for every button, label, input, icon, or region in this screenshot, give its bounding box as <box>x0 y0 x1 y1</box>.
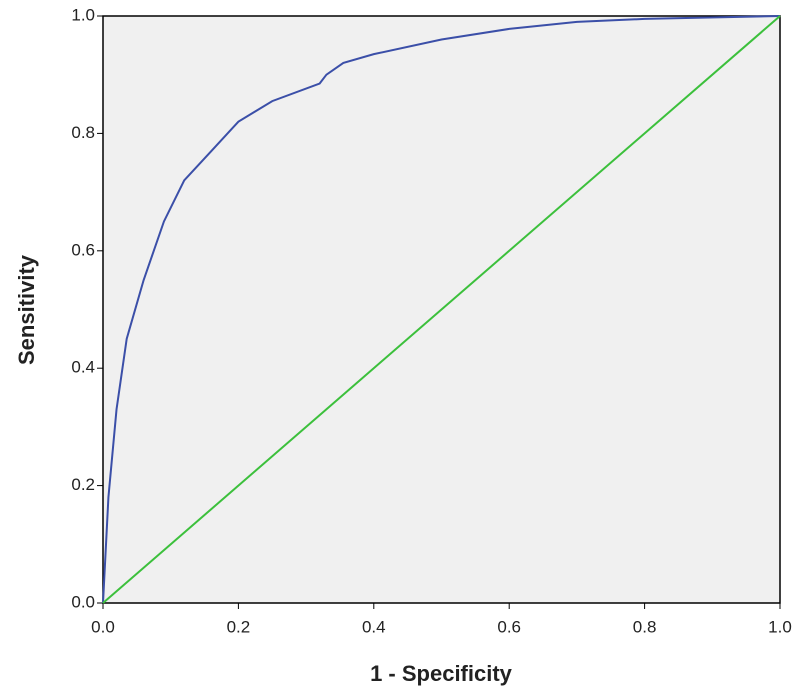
x-tick-label: 0.8 <box>633 617 657 636</box>
x-tick-label: 0.6 <box>497 617 521 636</box>
y-tick-label: 0.4 <box>71 358 95 377</box>
x-axis-title: 1 - Specificity <box>370 661 513 686</box>
x-tick-label: 0.4 <box>362 617 386 636</box>
line <box>102 15 781 604</box>
y-tick-label: 0.6 <box>71 240 95 259</box>
y-tick-label: 0.0 <box>71 592 95 611</box>
y-tick-label: 0.8 <box>71 123 95 142</box>
x-tick-label: 0.0 <box>91 617 115 636</box>
x-tick-label: 0.2 <box>227 617 251 636</box>
x-tick-label: 1.0 <box>768 617 792 636</box>
y-axis-title: Sensitivity <box>14 254 39 365</box>
y-tick-label: 0.2 <box>71 475 95 494</box>
y-tick-label: 1.0 <box>71 5 95 24</box>
line <box>102 15 781 604</box>
